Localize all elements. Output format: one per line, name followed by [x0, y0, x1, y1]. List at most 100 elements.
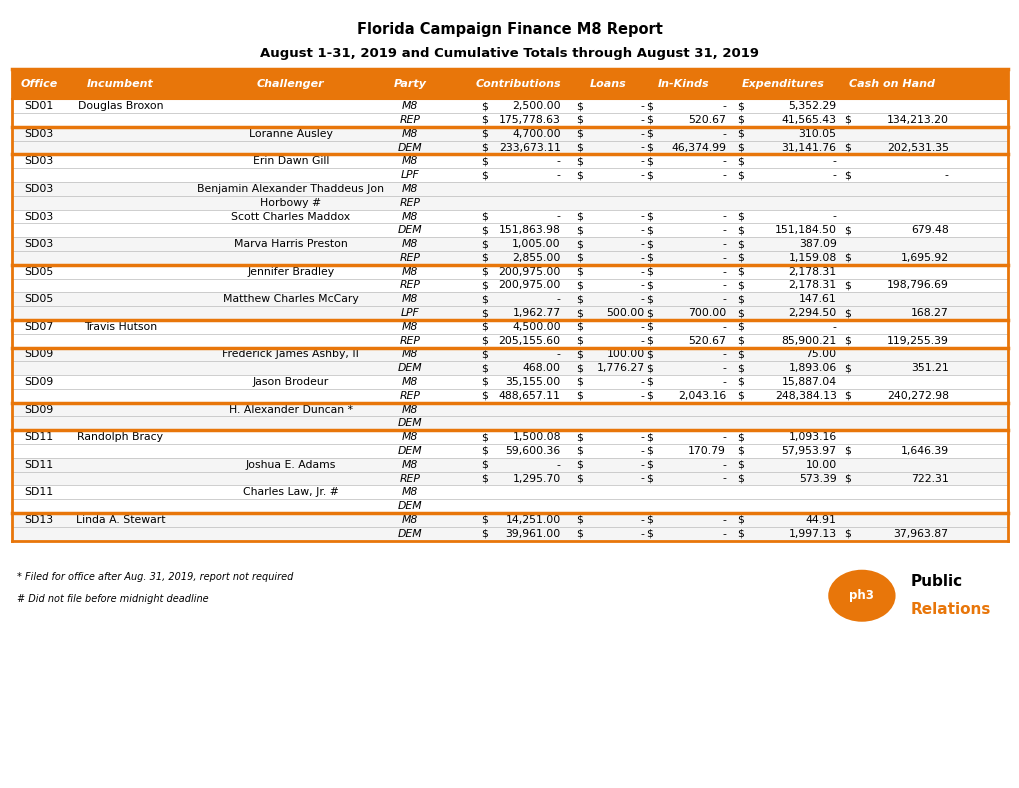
Text: M8: M8 — [401, 156, 418, 166]
Bar — [12, 69, 1007, 99]
Text: -: - — [721, 294, 726, 304]
Text: DEM: DEM — [397, 143, 422, 153]
Text: -: - — [640, 391, 644, 401]
Text: $: $ — [737, 459, 744, 470]
Text: 1,962.77: 1,962.77 — [513, 308, 560, 318]
Text: $: $ — [576, 529, 583, 539]
Text: $: $ — [737, 281, 744, 291]
Text: -: - — [721, 266, 726, 277]
Text: $: $ — [576, 281, 583, 291]
Text: 200,975.00: 200,975.00 — [498, 266, 560, 277]
Text: SD09: SD09 — [24, 349, 53, 359]
Text: $: $ — [737, 391, 744, 401]
Text: $: $ — [646, 446, 653, 456]
Text: $: $ — [576, 211, 583, 221]
Text: $: $ — [481, 156, 488, 166]
Text: 4,500.00: 4,500.00 — [512, 322, 560, 332]
Text: 700.00: 700.00 — [687, 308, 726, 318]
Text: $: $ — [481, 211, 488, 221]
Text: 1,500.08: 1,500.08 — [512, 432, 560, 442]
Text: Loans: Loans — [589, 80, 626, 89]
Text: REP: REP — [399, 336, 420, 346]
Circle shape — [827, 570, 895, 622]
Text: $: $ — [481, 115, 488, 125]
Text: * Filed for office after Aug. 31, 2019, report not required: * Filed for office after Aug. 31, 2019, … — [17, 572, 293, 582]
Text: SD03: SD03 — [24, 128, 53, 139]
Text: $: $ — [737, 432, 744, 442]
Text: Office: Office — [20, 80, 57, 89]
Text: $: $ — [737, 225, 744, 236]
Text: -: - — [640, 432, 644, 442]
Text: M8: M8 — [401, 266, 418, 277]
Text: Marva Harris Preston: Marva Harris Preston — [233, 239, 347, 249]
Text: DEM: DEM — [397, 418, 422, 429]
Text: $: $ — [737, 529, 744, 539]
Text: $: $ — [481, 143, 488, 153]
Text: $: $ — [576, 253, 583, 263]
Text: Horbowy #: Horbowy # — [260, 198, 321, 208]
Text: DEM: DEM — [397, 363, 422, 374]
Text: $: $ — [843, 281, 850, 291]
Text: LPF: LPF — [400, 170, 419, 180]
Text: REP: REP — [399, 474, 420, 484]
Text: -: - — [640, 156, 644, 166]
Text: $: $ — [481, 336, 488, 346]
Text: $: $ — [646, 377, 653, 387]
Text: $: $ — [646, 529, 653, 539]
Text: $: $ — [843, 308, 850, 318]
Text: In-Kinds: In-Kinds — [657, 80, 708, 89]
Bar — [12, 196, 1007, 210]
Text: 679.48: 679.48 — [910, 225, 948, 236]
Text: 233,673.11: 233,673.11 — [498, 143, 560, 153]
Text: $: $ — [481, 529, 488, 539]
Text: 351.21: 351.21 — [910, 363, 948, 374]
Text: -: - — [721, 432, 726, 442]
Text: 2,043.16: 2,043.16 — [677, 391, 726, 401]
Text: H. Alexander Duncan *: H. Alexander Duncan * — [228, 404, 353, 414]
Text: -: - — [640, 143, 644, 153]
Text: Jason Brodeur: Jason Brodeur — [253, 377, 328, 387]
Text: $: $ — [646, 170, 653, 180]
Text: SD11: SD11 — [24, 432, 53, 442]
Text: 39,961.00: 39,961.00 — [505, 529, 560, 539]
Text: $: $ — [481, 225, 488, 236]
Text: -: - — [640, 128, 644, 139]
Bar — [12, 500, 1007, 513]
Bar — [12, 182, 1007, 196]
Text: Contributions: Contributions — [475, 80, 560, 89]
Text: 1,093.16: 1,093.16 — [788, 432, 836, 442]
Text: -: - — [721, 377, 726, 387]
Text: $: $ — [737, 308, 744, 318]
Text: Jennifer Bradley: Jennifer Bradley — [247, 266, 334, 277]
Text: -: - — [721, 281, 726, 291]
Text: $: $ — [576, 266, 583, 277]
Text: $: $ — [576, 294, 583, 304]
Text: -: - — [556, 294, 560, 304]
Text: -: - — [944, 170, 948, 180]
Text: $: $ — [843, 474, 850, 484]
Text: SD03: SD03 — [24, 156, 53, 166]
Text: -: - — [721, 128, 726, 139]
Text: 10.00: 10.00 — [805, 459, 836, 470]
Text: $: $ — [737, 115, 744, 125]
Text: -: - — [640, 225, 644, 236]
Text: $: $ — [481, 349, 488, 359]
Text: 5,352.29: 5,352.29 — [788, 101, 836, 111]
Text: DEM: DEM — [397, 501, 422, 511]
Text: 15,887.04: 15,887.04 — [781, 377, 836, 387]
Bar — [12, 169, 1007, 182]
Text: REP: REP — [399, 253, 420, 263]
Text: 520.67: 520.67 — [688, 115, 726, 125]
Text: 4,700.00: 4,700.00 — [512, 128, 560, 139]
Text: -: - — [721, 529, 726, 539]
Text: REP: REP — [399, 391, 420, 401]
Text: $: $ — [843, 253, 850, 263]
Text: 248,384.13: 248,384.13 — [774, 391, 836, 401]
Text: Scott Charles Maddox: Scott Charles Maddox — [231, 211, 350, 221]
Text: -: - — [721, 101, 726, 111]
Text: $: $ — [646, 432, 653, 442]
Bar — [12, 485, 1007, 500]
Text: -: - — [640, 239, 644, 249]
Text: 2,178.31: 2,178.31 — [788, 281, 836, 291]
Text: -: - — [640, 281, 644, 291]
